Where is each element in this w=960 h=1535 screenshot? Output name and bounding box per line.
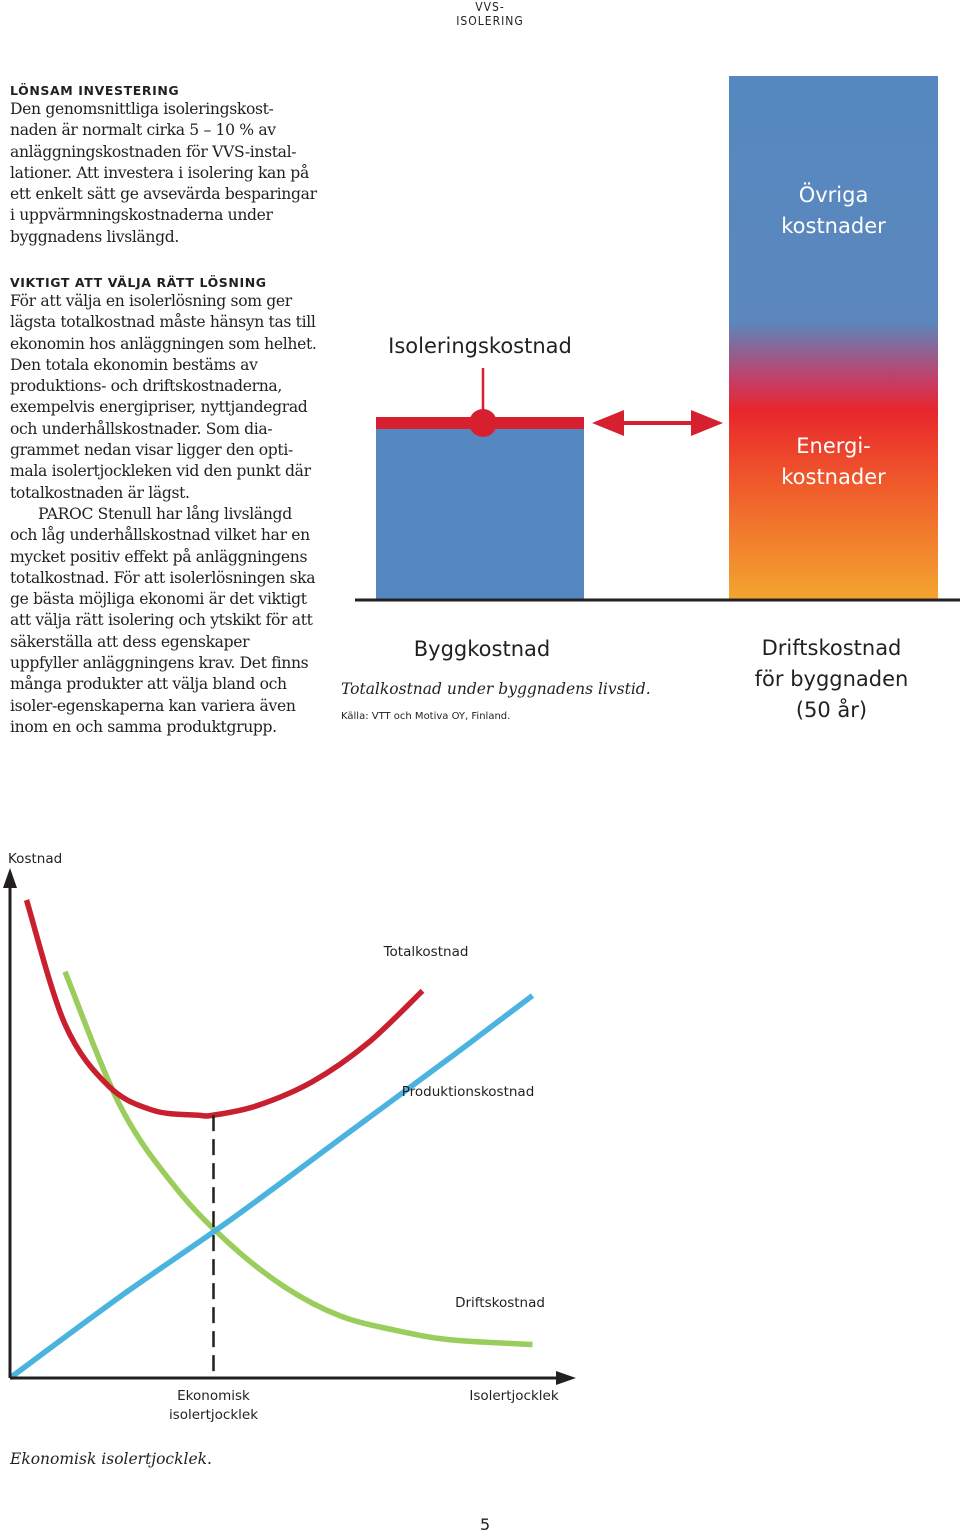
economic-thickness-label-line-2: isolertjocklek — [169, 1407, 258, 1423]
series-produktionskostnad-line — [8, 993, 535, 1381]
series-label-produktionskostnad: Produktionskostnad — [402, 1084, 535, 1100]
drift-line-3: (50 år) — [795, 698, 868, 722]
line-figure-caption: Ekonomisk isolertjocklek. — [10, 1450, 212, 1468]
y-axis-label: Kostnad — [8, 851, 62, 867]
series-totalkostnad-line — [23, 899, 425, 1119]
chart-curves — [8, 899, 535, 1381]
energi-line-1: Energi- — [796, 434, 871, 458]
drift-line-2: för byggnaden — [754, 667, 909, 691]
isolering-dot — [469, 409, 497, 437]
energi-label: Energi- kostnader — [729, 431, 938, 493]
ovriga-line-2: kostnader — [781, 214, 886, 238]
section-lonsam-investering: LÖNSAM INVESTERING Den genomsnittliga is… — [10, 83, 320, 248]
double-arrow — [592, 410, 723, 436]
running-head: VVS-ISOLERING — [456, 0, 524, 28]
economic-thickness-label-line-1: Ekonomisk — [177, 1388, 250, 1404]
page-number: 5 — [480, 1515, 491, 1534]
energi-line-2: kostnader — [781, 465, 886, 489]
drift-label: Driftskostnad för byggnaden (50 år) — [729, 633, 934, 726]
cost-figure — [355, 76, 960, 602]
body-paragraph: För att välja en isolerlösning som ger l… — [10, 292, 317, 502]
cost-figure-source: Källa: VTT och Motiva OY, Finland. — [341, 711, 511, 722]
ovriga-line-1: Övriga — [798, 183, 869, 207]
series-label-totalkostnad: Totalkostnad — [383, 944, 469, 960]
cost-figure-caption: Totalkostnad under byggnadens livstid. — [341, 680, 651, 698]
section-heading: LÖNSAM INVESTERING — [10, 83, 180, 98]
series-label-driftskostnad: Driftskostnad — [455, 1295, 545, 1311]
bygg-label: Byggkostnad — [413, 637, 551, 661]
chart-axes — [3, 868, 576, 1385]
chart-labels: Kostnad Isolertjocklek Ekonomisk isolertjoc… — [8, 851, 559, 1423]
bygg-bar — [376, 429, 584, 599]
drift-line-1: Driftskostnad — [761, 636, 902, 660]
y-axis-arrowhead — [3, 868, 17, 888]
x-axis-arrowhead — [556, 1371, 576, 1385]
section-valja-losning: VIKTIGT ATT VÄLJA RÄTT LÖSNING För att v… — [10, 275, 320, 738]
x-axis-label: Isolertjocklek — [469, 1388, 558, 1404]
line-chart: Kostnad Isolertjocklek Ekonomisk isolertjoc… — [3, 851, 576, 1423]
drift-bar — [729, 76, 938, 599]
body-paragraph: Den genomsnittliga isoleringskost-naden … — [10, 100, 317, 246]
body-paragraph: PAROC Stenull har lång livslängd och låg… — [10, 504, 316, 736]
section-heading: VIKTIGT ATT VÄLJA RÄTT LÖSNING — [10, 275, 267, 290]
isolering-label: Isoleringskostnad — [388, 334, 572, 358]
series-driftskostnad-line — [62, 970, 533, 1348]
ovriga-label: Övriga kostnader — [729, 180, 938, 242]
